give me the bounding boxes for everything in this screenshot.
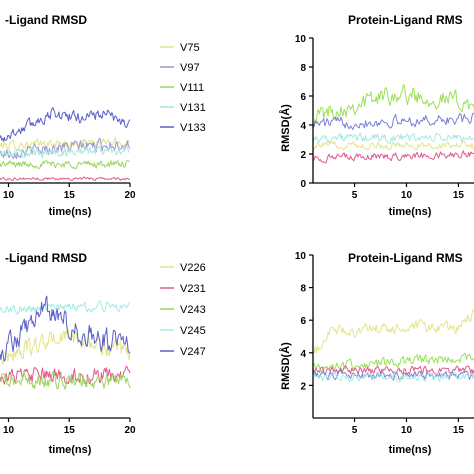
legend-label: V247 (180, 346, 206, 358)
series-line (0, 176, 131, 181)
panel-top-left: -Ligand RMSD time(ns) 10 15 20 V75V97V111V… (0, 13, 206, 218)
series-line (0, 145, 131, 159)
series-line (0, 371, 131, 390)
plot-area: 10 15 20 (0, 107, 136, 201)
y-tick-label: 6 (300, 316, 306, 327)
legend: V75 V97 V111 V131 V133 (160, 42, 206, 134)
legend-label: V133 (180, 122, 206, 134)
series-line (0, 136, 131, 151)
legend-label: V75 (180, 42, 200, 54)
panel-top-right: Protein-Ligand RMS RMSD(Å) time(ns) 5 10 1… (279, 13, 474, 218)
y-axis-label: RMSD(Å) (279, 104, 292, 152)
series-line (0, 295, 131, 362)
legend-label: V231 (180, 283, 206, 295)
x-tick-label: 10 (3, 190, 15, 201)
x-axis-label: time(ns) (49, 444, 92, 456)
y-tick-label: 0 (300, 179, 306, 190)
y-tick-label: 2 (300, 381, 306, 392)
y-tick-label: 8 (300, 63, 306, 74)
x-tick-label: 15 (64, 190, 76, 201)
series-line (312, 132, 474, 144)
legend-label: V111 (180, 82, 204, 94)
x-axis-label: time(ns) (389, 444, 432, 456)
plot-area: 5 10 15 0 2 4 6 8 10 (295, 34, 474, 201)
series-line (312, 309, 474, 354)
panel-bottom-left: -Ligand RMSD time(ns) 10 15 20 V226 V231 V24… (0, 251, 206, 456)
series-line (0, 107, 131, 142)
x-tick-label: 15 (453, 190, 465, 201)
y-tick-label: 2 (300, 150, 306, 161)
legend-label: V243 (180, 304, 206, 316)
panel-title: -Ligand RMSD (5, 13, 87, 27)
x-tick-label: 10 (401, 425, 413, 436)
plot-area: 10 15 20 (0, 295, 136, 436)
series-line (312, 140, 474, 151)
y-tick-label: 6 (300, 92, 306, 103)
y-axis-label: RMSD(Å) (279, 342, 292, 390)
x-tick-label: 20 (124, 425, 136, 436)
plot-area: 5 10 15 2 4 6 8 10 (295, 251, 474, 436)
x-axis-label: time(ns) (49, 206, 92, 218)
panel-bottom-right: Protein-Ligand RMS RMSD(Å) time(ns) 5 10 1… (279, 251, 474, 456)
y-tick-label: 10 (295, 34, 307, 45)
series-line (312, 112, 474, 130)
x-tick-label: 15 (64, 425, 76, 436)
x-tick-label: 15 (453, 425, 465, 436)
series-line (0, 300, 131, 315)
y-tick-label: 4 (300, 349, 306, 360)
series-line (312, 353, 474, 374)
series-line (312, 150, 474, 164)
x-tick-label: 10 (3, 425, 15, 436)
legend-label: V97 (180, 62, 200, 74)
x-axis-label: time(ns) (389, 206, 432, 218)
panel-title: Protein-Ligand RMS (348, 13, 463, 27)
y-tick-label: 10 (295, 251, 307, 262)
x-tick-label: 5 (352, 425, 358, 436)
legend-label: V245 (180, 325, 206, 337)
y-tick-label: 8 (300, 284, 306, 295)
panel-title: Protein-Ligand RMS (348, 251, 463, 265)
series-line (0, 160, 131, 170)
x-tick-label: 20 (124, 190, 136, 201)
legend: V226 V231 V243 V245 V247 (160, 262, 206, 358)
series-line (312, 84, 474, 128)
x-tick-label: 5 (352, 190, 358, 201)
y-tick-label: 4 (300, 121, 306, 132)
panel-title: -Ligand RMSD (5, 251, 87, 265)
series-line (0, 365, 131, 385)
x-tick-label: 10 (401, 190, 413, 201)
legend-label: V226 (180, 262, 206, 274)
legend-label: V131 (180, 102, 206, 114)
series-line (312, 371, 474, 383)
series-line (0, 327, 131, 365)
